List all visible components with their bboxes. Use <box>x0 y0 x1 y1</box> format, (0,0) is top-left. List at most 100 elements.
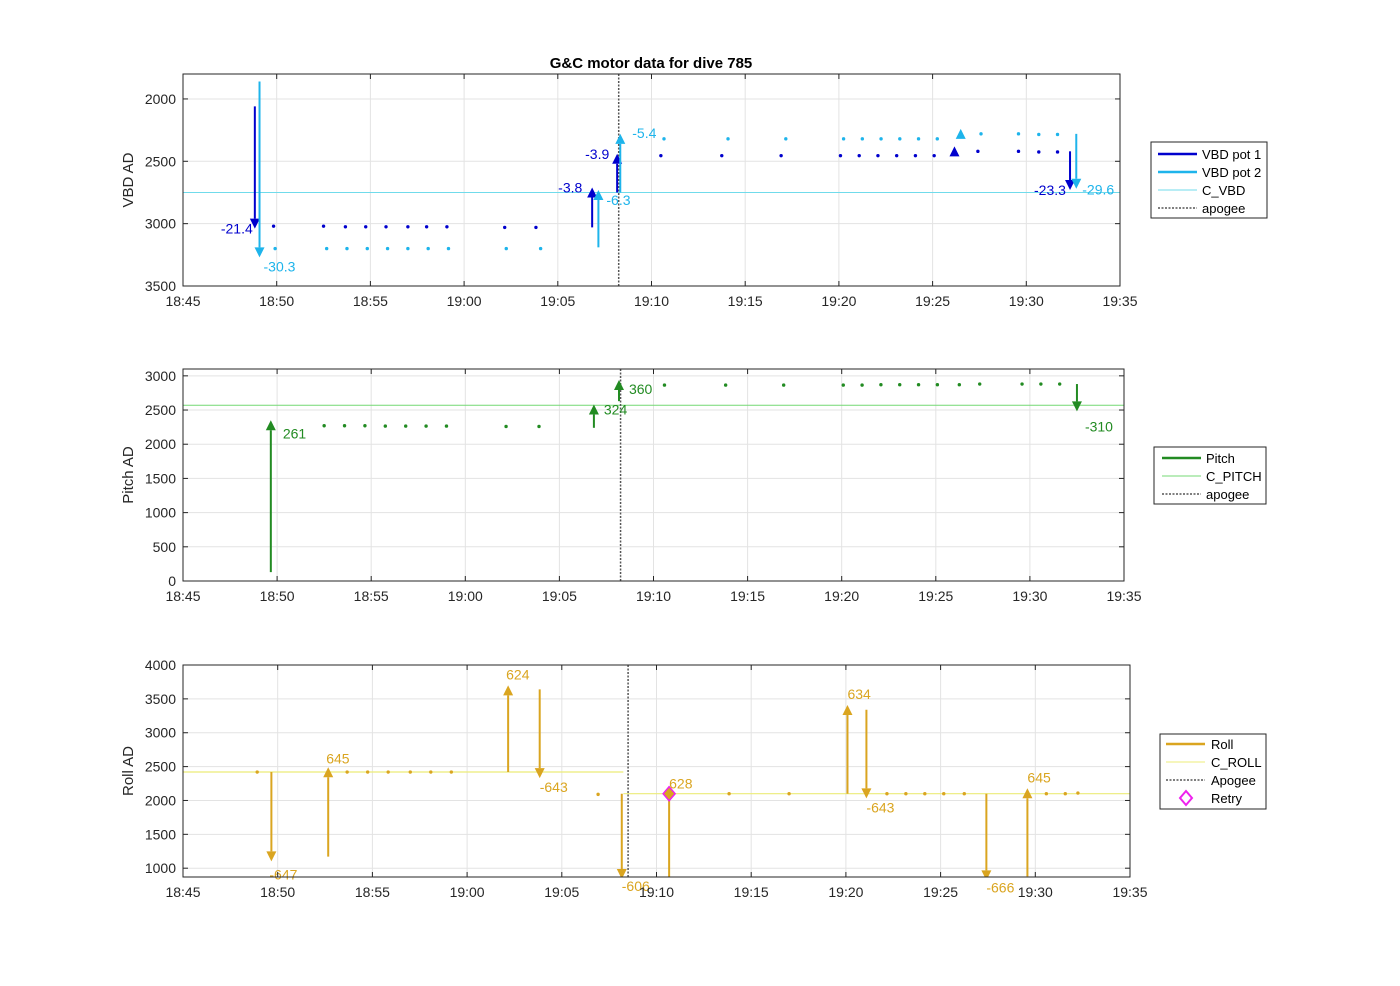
legend-entry: apogee <box>1206 487 1249 502</box>
roll-point <box>962 791 966 796</box>
vbd-pot2-point <box>979 132 983 136</box>
vbd-axes: -21.4 -3.8 -3.9 -23.3 -30.3 -6.3 -5.4 -29.6 18:4… <box>120 73 1138 309</box>
roll-arrow-label: 634 <box>847 686 871 702</box>
y-tick-label: 500 <box>153 539 177 555</box>
pitch-arrow-label: 360 <box>629 381 653 397</box>
x-tick-label: 18:50 <box>260 588 295 604</box>
x-tick-label: 19:00 <box>447 293 482 309</box>
legend-entry: Apogee <box>1211 773 1256 788</box>
pitch-point <box>504 424 508 429</box>
y-tick-label: 1000 <box>145 860 176 876</box>
roll-point <box>1044 791 1049 796</box>
x-tick-label: 19:05 <box>542 588 577 604</box>
legend-entry: apogee <box>1202 201 1245 216</box>
pitch-arrow-label: 261 <box>283 425 307 441</box>
pitch-arrow-head <box>588 404 599 415</box>
vbd-pot2-point <box>273 246 277 251</box>
vbd-pot2-point <box>841 137 846 141</box>
roll-arrow-head <box>266 851 277 862</box>
vbd-pot1-arrow-head <box>587 187 598 198</box>
y-axis-label: Pitch AD <box>120 446 137 504</box>
vbd-pot2-point <box>426 246 430 251</box>
y-tick-label: 3500 <box>145 691 176 707</box>
y-tick-label: 0 <box>168 573 176 589</box>
pitch-arrow-head <box>613 379 624 390</box>
pitch-point <box>723 383 728 387</box>
x-tick-label: 19:05 <box>544 884 579 900</box>
pitch-point <box>363 424 367 428</box>
vbd-pot1-point <box>1055 150 1060 154</box>
pitch-point <box>916 383 921 387</box>
vbd-pot2-arrow-label: -6.3 <box>606 192 630 208</box>
pitch-point <box>537 424 541 429</box>
vbd-pot1-point <box>894 153 899 158</box>
vbd-pot2-point <box>345 246 349 251</box>
pitch-point <box>662 383 667 387</box>
vbd-pot2-point <box>879 137 883 141</box>
x-tick-label: 19:35 <box>1102 293 1137 309</box>
y-axis-label: VBD AD <box>120 152 137 207</box>
x-tick-label: 19:35 <box>1106 588 1141 604</box>
y-tick-label: 3000 <box>145 368 176 384</box>
x-tick-label: 19:30 <box>1009 293 1044 309</box>
vbd-pot1-arrow-label: -3.9 <box>585 146 609 162</box>
x-tick-label: 19:00 <box>448 588 483 604</box>
vbd-pot1-point <box>534 225 538 230</box>
pitch-point <box>935 383 940 387</box>
vbd-pot1-point <box>913 153 918 158</box>
pitch-point <box>444 424 449 428</box>
roll-arrow-label: 645 <box>1027 769 1051 785</box>
vbd-pot1-point <box>976 149 980 154</box>
vbd-pot1-point <box>271 224 276 228</box>
vbd-pot2-point <box>365 246 369 251</box>
roll-arrow-label: -643 <box>866 799 894 815</box>
roll-arrow-head <box>1022 788 1033 799</box>
y-tick-label: 2500 <box>145 402 176 418</box>
vbd-pot1-arrow-head <box>249 218 260 229</box>
pitch-point <box>322 424 326 428</box>
vbd-pot2-point <box>935 137 939 141</box>
x-tick-label: 19:15 <box>728 293 763 309</box>
figure-title: G&C motor data for dive 785 <box>550 55 753 72</box>
legend-entry: C_ROLL <box>1211 755 1262 770</box>
y-tick-label: 2000 <box>145 792 176 808</box>
y-tick-label: 1500 <box>145 470 176 486</box>
vbd-pot2-point <box>1037 132 1041 137</box>
vbd-pot2-arrow-head <box>254 247 265 258</box>
vbd-pot2-arrow-head <box>615 133 626 144</box>
vbd-pot2-arrow-head <box>593 189 604 200</box>
x-tick-label: 19:15 <box>734 884 769 900</box>
pitch-arrow-head <box>265 420 276 431</box>
legend-entry: VBD pot 1 <box>1202 147 1261 162</box>
vbd-pot1-point <box>720 153 724 158</box>
pitch-point <box>841 383 845 387</box>
x-tick-label: 18:55 <box>353 293 388 309</box>
pitch-point <box>781 383 786 387</box>
roll-axes: -647 645 624 -643 -606 634 -643 -666 645 628 18:45… <box>120 657 1148 900</box>
pitch-point <box>383 424 388 428</box>
pitch-point <box>424 424 428 428</box>
vbd-pot1-point <box>445 225 449 229</box>
vbd-pot1-point <box>932 153 936 158</box>
vbd-pot2-point <box>1055 132 1060 137</box>
vbd-pot1-point <box>503 225 507 230</box>
x-tick-label: 19:10 <box>634 293 669 309</box>
vbd-pot1-point <box>838 153 843 158</box>
pitch-point <box>404 424 408 428</box>
x-tick-label: 18:55 <box>354 588 389 604</box>
roll-arrow-head <box>534 768 545 779</box>
y-tick-label: 4000 <box>145 657 176 673</box>
roll-arrow-label: -647 <box>269 866 297 882</box>
y-tick-label: 2500 <box>145 153 176 169</box>
roll-arrow-label: -606 <box>622 878 650 894</box>
vbd-pot1-point <box>424 225 429 229</box>
legend-entry: VBD pot 2 <box>1202 165 1261 180</box>
legend-entry: Retry <box>1211 791 1243 806</box>
data-layer <box>183 369 1124 581</box>
pitch-point <box>1020 382 1024 386</box>
x-tick-label: 19:15 <box>730 588 765 604</box>
pitch-point <box>1057 382 1062 386</box>
vbd-pot1-point <box>321 224 326 228</box>
vbd-pot2-point <box>324 246 329 251</box>
